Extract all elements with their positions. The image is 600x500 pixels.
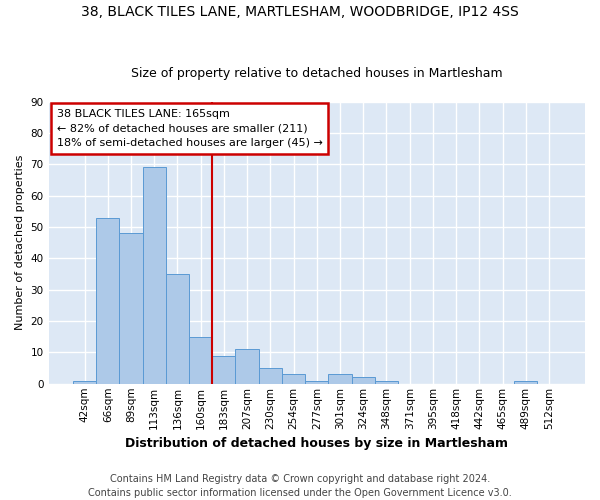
Text: 38 BLACK TILES LANE: 165sqm
← 82% of detached houses are smaller (211)
18% of se: 38 BLACK TILES LANE: 165sqm ← 82% of det… (56, 108, 322, 148)
Title: Size of property relative to detached houses in Martlesham: Size of property relative to detached ho… (131, 66, 503, 80)
Bar (514, 380, 538, 384)
Bar (96, 218, 119, 384)
Bar (73, 380, 96, 384)
Bar (375, 380, 398, 384)
Bar (328, 374, 352, 384)
X-axis label: Distribution of detached houses by size in Martlesham: Distribution of detached houses by size … (125, 437, 508, 450)
Bar (235, 350, 259, 384)
Bar (259, 368, 282, 384)
Bar (305, 380, 328, 384)
Text: Contains HM Land Registry data © Crown copyright and database right 2024.
Contai: Contains HM Land Registry data © Crown c… (88, 474, 512, 498)
Bar (166, 274, 189, 384)
Bar (212, 356, 235, 384)
Bar (143, 168, 166, 384)
Bar (352, 378, 375, 384)
Text: 38, BLACK TILES LANE, MARTLESHAM, WOODBRIDGE, IP12 4SS: 38, BLACK TILES LANE, MARTLESHAM, WOODBR… (81, 5, 519, 19)
Bar (119, 233, 143, 384)
Y-axis label: Number of detached properties: Number of detached properties (15, 155, 25, 330)
Bar (189, 336, 212, 384)
Bar (282, 374, 305, 384)
